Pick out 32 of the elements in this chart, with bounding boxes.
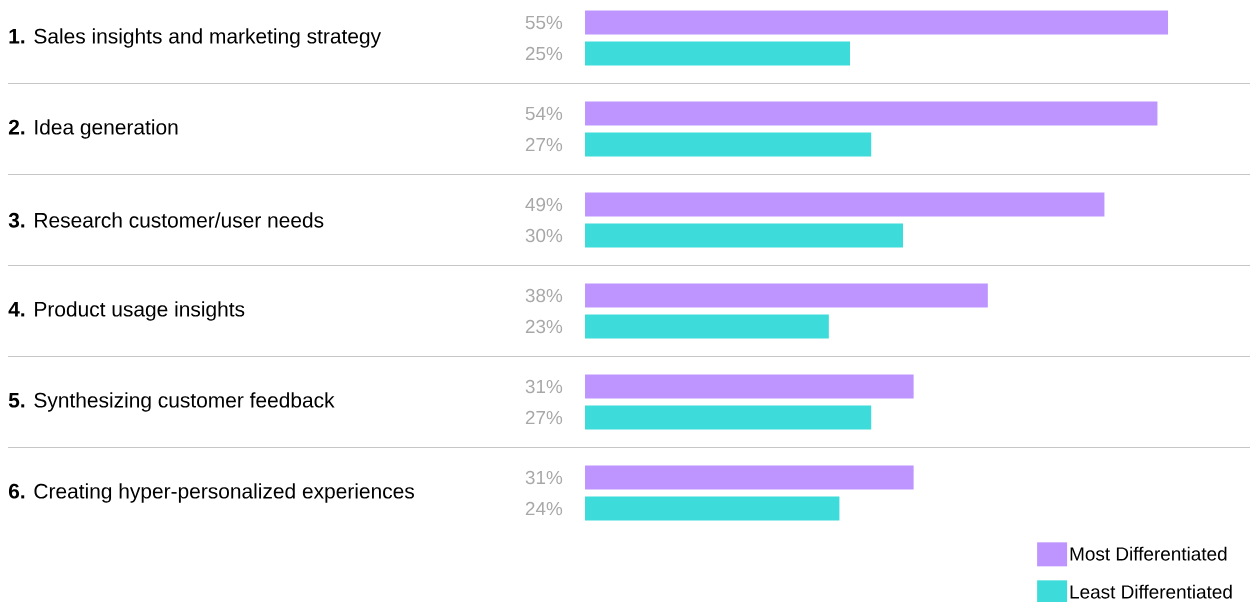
bar <box>585 41 851 66</box>
y-tick-label: 6. Creating hyper-personalized experiences <box>8 483 414 503</box>
data-label: 23% <box>525 319 563 334</box>
data-label: 27% <box>525 410 563 425</box>
bar <box>585 223 904 248</box>
y-tick-label: 2. Idea generation <box>8 119 178 139</box>
data-label: 31% <box>525 379 563 394</box>
bar <box>585 132 872 157</box>
bar <box>585 314 829 339</box>
data-label: 55% <box>525 15 563 30</box>
bar <box>585 283 988 308</box>
y-tick-label: 4. Product usage insights <box>8 301 245 321</box>
bar <box>585 465 914 490</box>
bar <box>585 101 1158 126</box>
legend-label: Least Differentiated <box>1070 584 1232 599</box>
data-label: 27% <box>525 137 563 152</box>
data-label: 24% <box>525 501 563 516</box>
data-label: 25% <box>525 46 563 61</box>
bar <box>585 192 1105 217</box>
y-tick-label: 3. Research customer/user needs <box>8 212 324 228</box>
bar <box>585 496 840 521</box>
data-label: 54% <box>525 106 563 121</box>
data-label: 49% <box>525 197 563 212</box>
bar <box>585 374 914 399</box>
data-label: 30% <box>525 228 563 243</box>
y-tick-label: 1. Sales insights and marketing strategy <box>9 28 382 48</box>
y-tick-label: 5. Synthesizing customer feedback <box>8 392 335 412</box>
bar <box>585 405 872 430</box>
bar <box>585 10 1169 35</box>
data-label: 38% <box>525 288 563 303</box>
data-label: 31% <box>525 470 563 485</box>
legend-label: Most Differentiated <box>1070 546 1227 561</box>
